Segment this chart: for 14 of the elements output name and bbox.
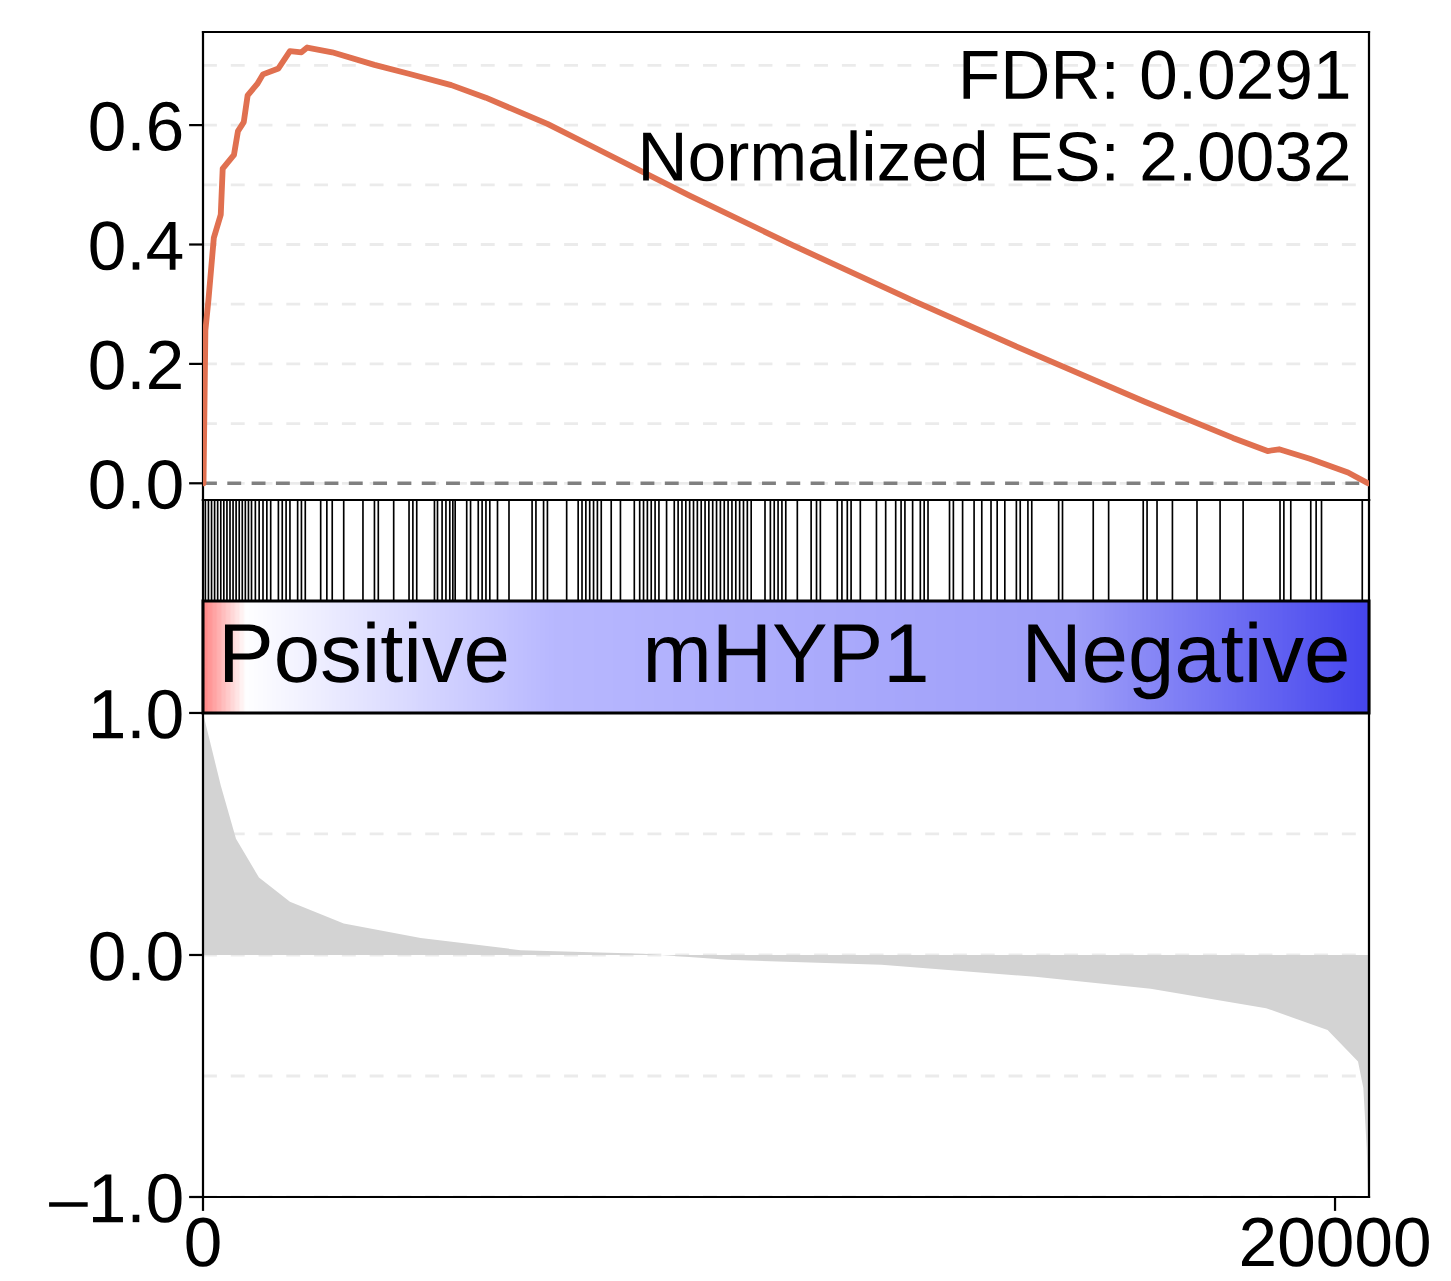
x-tick-label: 0 — [186, 1217, 220, 1267]
y-tick-label: 0.4 — [90, 221, 183, 271]
y-tick-label: 0.2 — [90, 340, 181, 390]
x-tick-label: 20000 — [1241, 1217, 1429, 1267]
y-tick-label: 0.6 — [90, 101, 182, 151]
annotation: mHYP1 — [647, 624, 926, 682]
y-tick-label: 1.0 — [93, 689, 182, 739]
annotation: FDR: 0.0291 — [963, 50, 1349, 100]
y-tick-label: –1.0 — [49, 1173, 182, 1223]
annotation: Normalized ES: 2.0032 — [643, 130, 1349, 182]
annotation: Positive — [224, 621, 507, 683]
annotation: Negative — [1028, 621, 1347, 700]
y-tick-label: 0.0 — [90, 459, 182, 510]
y-tick-label: 0.0 — [90, 931, 182, 981]
